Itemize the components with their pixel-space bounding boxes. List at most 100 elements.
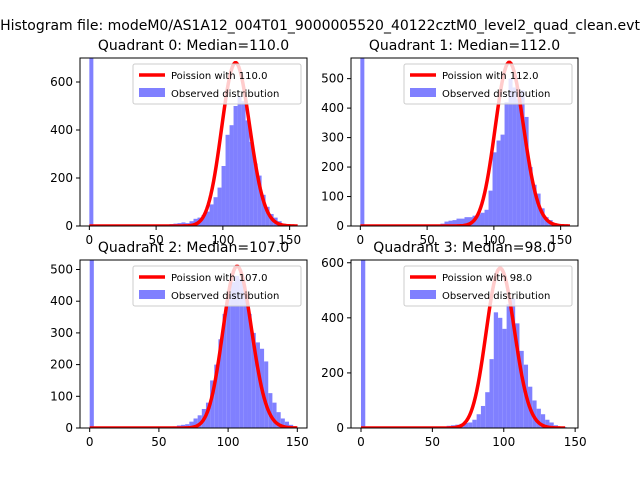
legend-box [132, 265, 302, 307]
histogram-bar [463, 423, 469, 428]
x-tick-label: 150 [286, 435, 309, 449]
x-tick-label: 100 [211, 233, 234, 247]
figure-suptitle: Histogram file: modeM0/AS1A12_004T01_900… [0, 18, 640, 34]
legend-label-observed: Observed distribution [171, 291, 279, 302]
histogram-bar [519, 350, 524, 428]
axes-frame [350, 57, 579, 227]
y-tick-label: 0 [65, 219, 73, 233]
histogram-bar [488, 190, 493, 226]
histogram-bar [502, 328, 507, 428]
histogram-bar [247, 313, 252, 428]
x-tick-label: 150 [278, 233, 301, 247]
histogram-bar [189, 421, 194, 428]
histogram-bar [540, 414, 546, 428]
histogram-bar [510, 298, 516, 428]
histogram-bar [524, 116, 529, 226]
histogram-bar [515, 323, 520, 428]
histogram-bar [472, 419, 477, 428]
histogram-bar [193, 418, 198, 428]
y-tick-label: 0 [65, 421, 73, 435]
plot-area [359, 58, 571, 226]
histogram-bar [239, 279, 244, 428]
x-tick-label: 100 [492, 435, 515, 449]
histogram-bar [448, 220, 453, 226]
y-tick-label: 400 [50, 123, 73, 137]
histogram-bar [284, 421, 290, 428]
y-tick-label: 200 [321, 366, 344, 380]
x-tick-label: 50 [419, 233, 434, 247]
y-tick-label: 200 [50, 171, 73, 185]
histogram-bar [257, 175, 262, 226]
y-tick-label: 200 [50, 358, 73, 372]
histogram-bar [528, 167, 533, 226]
x-tick-label: 50 [151, 435, 166, 449]
histogram-bar [245, 120, 250, 226]
poisson-curve [359, 60, 571, 226]
legend: Poission with 112.0 Observed distribution [403, 63, 573, 105]
y-tick-label: 0 [336, 421, 344, 435]
histogram-bar [218, 339, 223, 428]
histogram-bar [217, 187, 222, 226]
poisson-curve [360, 266, 566, 428]
x-tick-label: 50 [148, 233, 163, 247]
axes-frame [350, 259, 579, 429]
subplot-1: 0 50 100 150 0 100 200 300 400 500 Poission with 1… [321, 38, 579, 247]
histogram-bar [255, 342, 260, 428]
legend-swatch-observed [410, 88, 436, 97]
legend-box [132, 63, 302, 105]
y-tick-label: 200 [321, 160, 344, 174]
x-tick-label: 100 [217, 435, 240, 449]
histogram-bar [498, 317, 503, 428]
x-tick-label: 150 [549, 233, 572, 247]
histogram-bar [214, 364, 219, 428]
y-tick-label: 0 [336, 219, 344, 233]
histogram-bar [241, 101, 246, 226]
y-tick-label: 100 [50, 389, 73, 403]
histogram-bar [452, 220, 457, 226]
histogram-bar [532, 184, 537, 226]
histogram-bar [468, 422, 473, 428]
histogram-bar [249, 142, 254, 226]
x-tick-label: 150 [564, 435, 587, 449]
y-tick-label: 500 [50, 263, 73, 277]
histogram-bar [516, 99, 521, 226]
histogram-bar [89, 58, 94, 226]
histogram-bar [225, 134, 230, 226]
subplot-title: Quadrant 0: Median=110.0 [98, 38, 289, 54]
legend-label-poisson: Poission with 98.0 [442, 273, 532, 284]
histogram-bar [280, 418, 285, 428]
histogram-bar [485, 392, 490, 428]
histogram-bar [253, 163, 258, 226]
histogram-bar [205, 211, 210, 226]
histogram-bar [201, 215, 206, 226]
histogram-bar [272, 402, 277, 428]
x-tick-label: 0 [357, 233, 365, 247]
histogram-bar [496, 140, 501, 226]
y-tick-label: 500 [321, 72, 344, 86]
legend-label-observed: Observed distribution [442, 89, 550, 100]
legend-box [403, 63, 573, 105]
histogram-bar [444, 221, 449, 226]
histogram-bar [492, 152, 497, 226]
y-tick-label: 300 [50, 326, 73, 340]
y-tick-label: 400 [321, 101, 344, 115]
histogram-bar [549, 422, 554, 428]
legend-swatch-observed [410, 290, 436, 299]
subplot-title: Quadrant 3: Median=98.0 [373, 240, 555, 256]
y-tick-label: 600 [321, 256, 344, 270]
subplot-title: Quadrant 1: Median=112.0 [369, 38, 560, 54]
legend: Poission with 98.0 Observed distribution [403, 265, 573, 307]
histogram-bar [484, 209, 489, 226]
histogram-bar [235, 275, 240, 428]
histogram-bar [536, 193, 541, 226]
histogram-bar [264, 361, 269, 428]
poisson-curve [89, 264, 298, 428]
y-tick-label: 400 [321, 311, 344, 325]
histogram-bar [476, 414, 481, 428]
legend-box [403, 265, 573, 307]
legend-label-poisson: Poission with 112.0 [442, 71, 538, 82]
histogram-bar [230, 282, 236, 428]
histogram-bar [261, 194, 266, 226]
histogram-bar [221, 166, 226, 226]
histogram-bar [360, 58, 365, 226]
